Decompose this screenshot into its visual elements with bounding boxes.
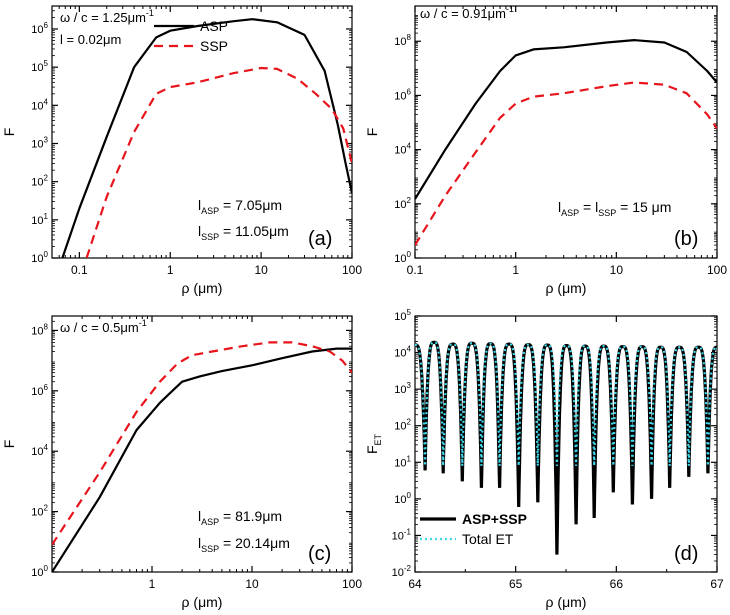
y-tick-label: 100 bbox=[394, 250, 411, 265]
y-tick-label: 100 bbox=[31, 250, 48, 265]
y-tick-label: 102 bbox=[31, 174, 48, 189]
legend: ASP+SSP Total ET bbox=[420, 511, 527, 547]
propagation-length: lASP = 7.05μm bbox=[198, 197, 282, 216]
legend-label: Total ET bbox=[462, 531, 514, 547]
panel-b: 0.1 1 10 100 100 102 104 106 108 ρ (μm) F (b) ω / c … bbox=[364, 4, 727, 296]
y-tick-label: 108 bbox=[31, 322, 48, 337]
x-tick-label: 0.1 bbox=[71, 263, 88, 277]
x-tick-label: 100 bbox=[342, 577, 362, 591]
series-layer bbox=[415, 39, 717, 246]
x-tick-label: 10 bbox=[245, 577, 259, 591]
y-tick-label: 102 bbox=[31, 504, 48, 519]
annotation: ω / c = 0.5μm-1 bbox=[60, 318, 147, 335]
y-tick-label: 105 bbox=[31, 59, 48, 74]
y-axis-label: F bbox=[1, 128, 17, 137]
y-tick-label: 106 bbox=[394, 87, 411, 102]
series-line-ssp bbox=[52, 341, 352, 546]
y-tick-label: 102 bbox=[394, 418, 411, 433]
y-tick-label: 100 bbox=[31, 564, 48, 579]
panel-label: (d) bbox=[674, 543, 698, 565]
x-axis-label: ρ (μm) bbox=[182, 594, 223, 610]
legend-label: SSP bbox=[200, 38, 228, 54]
plot-frame bbox=[414, 5, 718, 259]
y-tick-label: 102 bbox=[394, 196, 411, 211]
series-line-asp bbox=[415, 39, 717, 200]
propagation-length: lASP = lSSP = 15 μm bbox=[558, 199, 671, 218]
series-line-ssp bbox=[415, 81, 717, 246]
x-tick-label: 67 bbox=[710, 577, 724, 591]
series-line-asp bbox=[52, 347, 352, 572]
y-tick-label: 108 bbox=[394, 33, 411, 48]
y-tick-label: 10-1 bbox=[392, 527, 412, 542]
x-tick-label: 1 bbox=[167, 263, 174, 277]
panel-d: 64 65 66 67 10-2 10-1 100 101 102 103 104 105 ρ (μm)… bbox=[364, 308, 724, 610]
x-axis-label: ρ (μm) bbox=[546, 280, 587, 296]
annotation: l = 0.02μm bbox=[60, 32, 121, 47]
y-tick-label: 100 bbox=[394, 491, 411, 506]
x-tick-label: 66 bbox=[610, 577, 624, 591]
y-tick-label: 101 bbox=[31, 212, 48, 227]
y-tick-label: 104 bbox=[394, 345, 411, 360]
legend-label: ASP bbox=[200, 18, 228, 34]
x-tick-label: 64 bbox=[408, 577, 422, 591]
panel-c: 1 10 100 100 102 104 106 108 ρ (μm) F (c) ω / c = 0… bbox=[1, 315, 362, 610]
x-tick-label: 100 bbox=[707, 263, 727, 277]
x-tick-label: 100 bbox=[342, 263, 362, 277]
legend: ASP SSP bbox=[154, 18, 228, 54]
series-layer bbox=[61, 18, 352, 258]
x-tick-label: 65 bbox=[509, 577, 523, 591]
x-tick-label: 0.1 bbox=[407, 263, 424, 277]
x-tick-label: 10 bbox=[254, 263, 268, 277]
x-tick-label: 1 bbox=[512, 263, 519, 277]
propagation-length: lSSP = 11.05μm bbox=[198, 223, 289, 242]
x-tick-label: 1 bbox=[149, 577, 156, 591]
y-tick-label: 101 bbox=[394, 454, 411, 469]
y-tick-label: 10-2 bbox=[392, 564, 412, 579]
y-tick-label: 106 bbox=[31, 21, 48, 36]
y-tick-label: 104 bbox=[31, 443, 48, 458]
panel-label: (b) bbox=[674, 228, 698, 250]
annotation: ω / c = 1.25μm-1 bbox=[60, 8, 154, 25]
panel-label: (a) bbox=[308, 228, 332, 250]
series-line-total-et bbox=[415, 341, 717, 466]
panel-a: 0.1 1 10 100 100 101 102 103 104 105 106 ρ (μm) F (a)… bbox=[1, 5, 362, 296]
propagation-length: lASP = 81.9μm bbox=[198, 508, 282, 527]
x-axis-label: ρ (μm) bbox=[182, 280, 223, 296]
y-axis-label: FET bbox=[364, 433, 383, 454]
y-tick-label: 106 bbox=[31, 383, 48, 398]
legend-label: ASP+SSP bbox=[462, 511, 527, 527]
series-layer bbox=[52, 341, 352, 572]
series-line-ssp bbox=[85, 66, 352, 258]
x-axis-label: ρ (μm) bbox=[546, 594, 587, 610]
y-tick-label: 103 bbox=[31, 135, 48, 150]
y-axis-label: F bbox=[1, 440, 17, 449]
propagation-length: lSSP = 20.14μm bbox=[198, 535, 290, 554]
y-tick-label: 103 bbox=[394, 381, 411, 396]
annotation: ω / c = 0.91μm-1 bbox=[420, 4, 514, 21]
y-tick-label: 104 bbox=[394, 142, 411, 157]
series-layer bbox=[415, 340, 717, 555]
series-line-asp-ssp bbox=[415, 340, 717, 555]
series-line-asp bbox=[61, 18, 352, 258]
x-tick-label: 10 bbox=[610, 263, 624, 277]
y-tick-label: 104 bbox=[31, 97, 48, 112]
panel-label: (c) bbox=[308, 543, 331, 565]
y-tick-label: 105 bbox=[394, 308, 411, 323]
plot-frame bbox=[51, 315, 353, 573]
y-axis-label: F bbox=[364, 128, 380, 137]
